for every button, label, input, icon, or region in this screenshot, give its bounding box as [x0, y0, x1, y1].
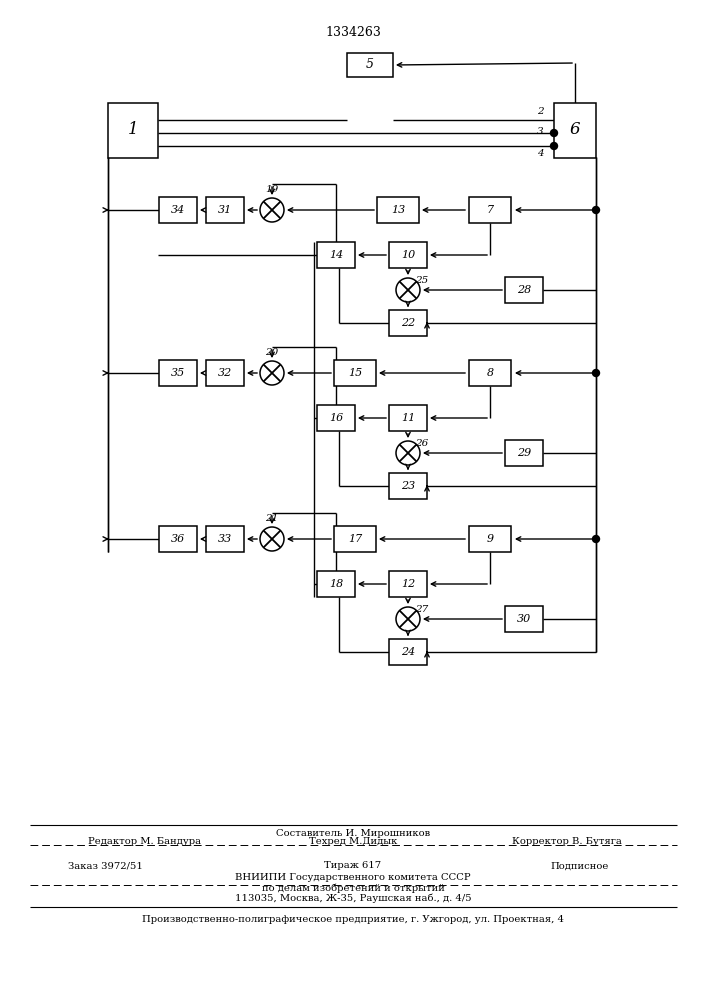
- Bar: [334, 360, 376, 386]
- Circle shape: [396, 441, 420, 465]
- Text: 29: 29: [517, 448, 531, 458]
- Text: 26: 26: [416, 439, 428, 448]
- Text: Тираж 617: Тираж 617: [325, 861, 382, 870]
- Text: 30: 30: [517, 614, 531, 624]
- Circle shape: [260, 198, 284, 222]
- Text: 6: 6: [570, 121, 580, 138]
- Text: 1334263: 1334263: [325, 26, 381, 39]
- Text: 34: 34: [171, 205, 185, 215]
- Bar: [206, 197, 244, 223]
- Bar: [389, 639, 427, 665]
- Bar: [317, 242, 355, 268]
- Bar: [469, 360, 511, 386]
- Bar: [108, 103, 158, 157]
- Text: 14: 14: [329, 250, 343, 260]
- Text: 1: 1: [128, 121, 139, 138]
- Text: 2: 2: [537, 107, 543, 116]
- Text: 24: 24: [401, 647, 415, 657]
- Text: Редактор М. Бандура: Редактор М. Бандура: [88, 838, 201, 846]
- Text: 32: 32: [218, 368, 232, 378]
- Bar: [505, 277, 543, 303]
- Bar: [389, 242, 427, 268]
- Bar: [377, 197, 419, 223]
- Text: 35: 35: [171, 368, 185, 378]
- Bar: [206, 526, 244, 552]
- Text: 31: 31: [218, 205, 232, 215]
- Circle shape: [592, 207, 600, 214]
- Text: по делам изобретений и открытий: по делам изобретений и открытий: [262, 883, 445, 893]
- Bar: [206, 360, 244, 386]
- Circle shape: [592, 536, 600, 542]
- Bar: [469, 526, 511, 552]
- Text: 4: 4: [537, 149, 543, 158]
- Text: Подписное: Подписное: [551, 861, 609, 870]
- Bar: [389, 571, 427, 597]
- Text: Заказ 3972/51: Заказ 3972/51: [68, 861, 142, 870]
- Bar: [317, 571, 355, 597]
- Bar: [159, 526, 197, 552]
- Text: 11: 11: [401, 413, 415, 423]
- Circle shape: [260, 361, 284, 385]
- Bar: [317, 405, 355, 431]
- Text: 27: 27: [416, 605, 428, 614]
- Bar: [389, 473, 427, 499]
- Bar: [389, 405, 427, 431]
- Text: 13: 13: [391, 205, 405, 215]
- Text: 7: 7: [486, 205, 493, 215]
- Text: 17: 17: [348, 534, 362, 544]
- Text: Техред М.Дидык: Техред М.Дидык: [309, 838, 397, 846]
- Circle shape: [551, 129, 558, 136]
- Text: 23: 23: [401, 481, 415, 491]
- Circle shape: [396, 607, 420, 631]
- Text: 10: 10: [401, 250, 415, 260]
- Circle shape: [260, 527, 284, 551]
- Bar: [554, 103, 596, 157]
- Text: Корректор В. Бутяга: Корректор В. Бутяга: [512, 838, 622, 846]
- Bar: [389, 310, 427, 336]
- Text: 25: 25: [416, 276, 428, 285]
- Text: 20: 20: [265, 348, 279, 357]
- Text: 8: 8: [486, 368, 493, 378]
- Bar: [505, 440, 543, 466]
- Text: 5: 5: [366, 58, 374, 72]
- Circle shape: [592, 369, 600, 376]
- Text: 3: 3: [537, 126, 543, 135]
- Circle shape: [551, 142, 558, 149]
- Text: 21: 21: [265, 514, 279, 523]
- Text: 36: 36: [171, 534, 185, 544]
- Bar: [334, 526, 376, 552]
- Circle shape: [396, 278, 420, 302]
- Text: 12: 12: [401, 579, 415, 589]
- Text: ВНИИПИ Государственного комитета СССР: ВНИИПИ Государственного комитета СССР: [235, 874, 471, 882]
- Bar: [159, 360, 197, 386]
- Bar: [159, 197, 197, 223]
- Bar: [347, 53, 393, 77]
- Bar: [469, 197, 511, 223]
- Bar: [505, 606, 543, 632]
- Text: 33: 33: [218, 534, 232, 544]
- Text: Составитель И. Мирошников: Составитель И. Мирошников: [276, 828, 430, 838]
- Text: 15: 15: [348, 368, 362, 378]
- Text: 19: 19: [265, 185, 279, 194]
- Text: 28: 28: [517, 285, 531, 295]
- Text: 18: 18: [329, 579, 343, 589]
- Text: 9: 9: [486, 534, 493, 544]
- Text: 113035, Москва, Ж-35, Раушская наб., д. 4/5: 113035, Москва, Ж-35, Раушская наб., д. …: [235, 893, 472, 903]
- Text: 16: 16: [329, 413, 343, 423]
- Text: Производственно-полиграфическое предприятие, г. Ужгород, ул. Проектная, 4: Производственно-полиграфическое предприя…: [142, 916, 564, 924]
- Text: 22: 22: [401, 318, 415, 328]
